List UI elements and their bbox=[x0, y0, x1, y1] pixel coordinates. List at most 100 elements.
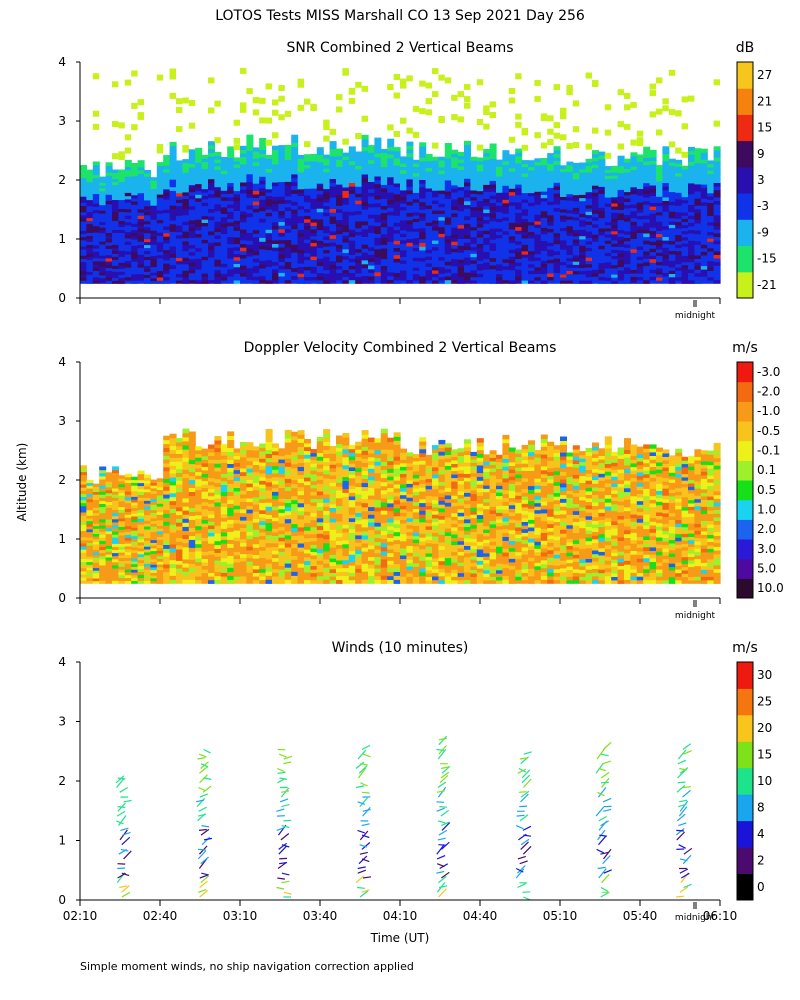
heatmap-cell bbox=[470, 186, 478, 191]
heatmap-cell bbox=[112, 521, 119, 526]
heatmap-cell bbox=[470, 273, 478, 278]
heatmap-cell bbox=[432, 206, 439, 211]
heatmap-cell bbox=[182, 201, 190, 206]
heatmap-cell bbox=[380, 187, 388, 192]
heatmap-cell bbox=[310, 252, 318, 257]
heatmap-cell bbox=[534, 243, 542, 248]
heatmap-cell bbox=[323, 242, 331, 247]
heatmap-cell bbox=[553, 218, 561, 223]
heatmap-cell bbox=[156, 206, 164, 211]
heatmap-cell bbox=[214, 552, 222, 557]
heatmap-cell bbox=[137, 179, 145, 184]
heatmap-cell bbox=[387, 153, 395, 159]
heatmap-cell bbox=[329, 223, 337, 228]
heatmap-cell bbox=[259, 256, 267, 261]
heatmap-cell bbox=[585, 260, 593, 265]
heatmap-cell bbox=[188, 156, 196, 161]
heatmap-cell bbox=[688, 279, 695, 284]
heatmap-cell bbox=[188, 244, 196, 249]
heatmap-cell bbox=[592, 160, 599, 165]
heatmap-cell bbox=[137, 532, 145, 537]
heatmap-cell bbox=[227, 567, 235, 572]
heatmap-cell bbox=[156, 260, 164, 265]
heatmap-cell bbox=[323, 252, 331, 257]
heatmap-cell bbox=[451, 153, 459, 158]
heatmap-cell bbox=[348, 160, 356, 165]
heatmap-cell bbox=[604, 264, 612, 269]
heatmap-cell bbox=[624, 260, 631, 265]
heatmap-cell bbox=[700, 223, 708, 228]
y-tick-label: 4 bbox=[58, 55, 66, 69]
heatmap-cell bbox=[438, 183, 446, 188]
heatmap-cell bbox=[169, 520, 177, 525]
heatmap-cell bbox=[694, 261, 702, 267]
heatmap-cell bbox=[131, 257, 139, 262]
heatmap-cell bbox=[227, 579, 235, 584]
heatmap-cell bbox=[201, 164, 209, 169]
heatmap-cell bbox=[662, 265, 670, 270]
heatmap-cell bbox=[163, 435, 171, 441]
heatmap-cell bbox=[208, 517, 215, 522]
heatmap-cell bbox=[227, 250, 235, 255]
heatmap-cell bbox=[380, 251, 388, 256]
heatmap-cell bbox=[604, 190, 612, 195]
heatmap-cell bbox=[220, 495, 228, 500]
heatmap-cell bbox=[118, 523, 126, 527]
heatmap-cell bbox=[188, 459, 196, 465]
heatmap-cell bbox=[432, 213, 439, 218]
heatmap-cell bbox=[99, 238, 107, 242]
heatmap-cell bbox=[291, 181, 299, 187]
heatmap-cell bbox=[297, 252, 305, 257]
heatmap-cell bbox=[105, 200, 113, 205]
colorbar-frame bbox=[736, 61, 754, 299]
heatmap-cell bbox=[694, 247, 702, 252]
heatmap-cell bbox=[201, 512, 209, 517]
heatmap-cell bbox=[547, 214, 555, 219]
heatmap-cell bbox=[284, 221, 292, 226]
heatmap-cell bbox=[348, 218, 356, 223]
heatmap-cell bbox=[188, 230, 196, 235]
heatmap-cell bbox=[118, 262, 126, 266]
heatmap-cell bbox=[144, 546, 151, 550]
heatmap-cell bbox=[713, 211, 721, 216]
heatmap-cell bbox=[233, 565, 241, 570]
heatmap-cell bbox=[438, 200, 446, 204]
heatmap-cell bbox=[681, 252, 689, 256]
heatmap-cell bbox=[515, 159, 523, 164]
heatmap-cell bbox=[92, 161, 100, 166]
heatmap-cell bbox=[304, 239, 311, 244]
heatmap-cell bbox=[201, 562, 209, 567]
heatmap-cell bbox=[240, 178, 247, 183]
heatmap-cell bbox=[92, 190, 100, 195]
heatmap-cell bbox=[176, 212, 183, 216]
heatmap-cell bbox=[336, 201, 343, 206]
heatmap-cell bbox=[643, 168, 651, 173]
heatmap-cell bbox=[368, 163, 375, 168]
heatmap-cell bbox=[137, 476, 145, 481]
heatmap-cell bbox=[112, 534, 119, 538]
heatmap-cell bbox=[99, 488, 107, 492]
heatmap-cell bbox=[214, 269, 222, 274]
heatmap-cell bbox=[214, 255, 222, 260]
heatmap-cell bbox=[99, 252, 107, 256]
heatmap-cell bbox=[233, 547, 241, 552]
heatmap-cell bbox=[400, 159, 407, 164]
heatmap-cell bbox=[457, 255, 465, 260]
heatmap-cell bbox=[508, 252, 516, 257]
heatmap-cell bbox=[649, 83, 656, 90]
heatmap-cell bbox=[214, 228, 222, 233]
heatmap-cell bbox=[118, 532, 126, 536]
heatmap-cell bbox=[291, 248, 299, 253]
heatmap-cell bbox=[118, 506, 126, 510]
heatmap-cell bbox=[643, 204, 651, 209]
heatmap-cell bbox=[547, 262, 555, 267]
heatmap-cell bbox=[195, 471, 203, 476]
heatmap-cell bbox=[425, 181, 433, 186]
heatmap-cell bbox=[656, 221, 663, 225]
heatmap-cell bbox=[182, 204, 190, 209]
heatmap-cell bbox=[278, 246, 286, 252]
heatmap-cell bbox=[182, 562, 190, 568]
heatmap-cell bbox=[508, 97, 516, 104]
heatmap-cell bbox=[310, 218, 318, 223]
heatmap-cell bbox=[681, 280, 689, 284]
